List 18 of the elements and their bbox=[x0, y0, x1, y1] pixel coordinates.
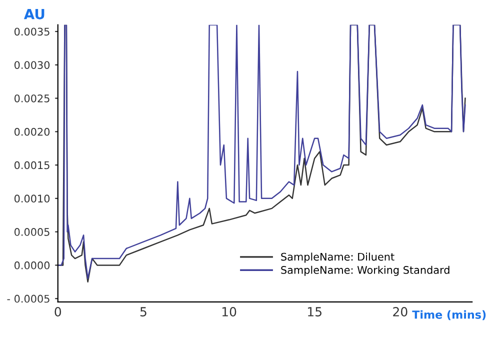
x-tick-label: 20 bbox=[393, 307, 408, 316]
y-axis-title: AU bbox=[24, 9, 44, 20]
y-tick-label: 0.0015 bbox=[14, 161, 50, 170]
legend-label: SampleName: Diluent bbox=[281, 252, 394, 263]
y-tick-label: - 0.0005 bbox=[7, 294, 50, 303]
y-tick-label: 0.0025 bbox=[14, 94, 50, 102]
y-tick-label: 0.0030 bbox=[14, 61, 50, 69]
y-tick-label: 0.0020 bbox=[14, 128, 50, 136]
x-tick-label: 10 bbox=[222, 307, 236, 316]
y-tick-label: 0.0005 bbox=[14, 228, 50, 236]
y-tick-label: 0.0010 bbox=[14, 194, 50, 203]
y-tick-label: 0.0035 bbox=[14, 28, 50, 36]
x-axis-title: Time (mins) bbox=[412, 310, 486, 320]
x-tick-label: 15 bbox=[308, 307, 322, 316]
x-tick-label: 0 bbox=[54, 307, 62, 316]
legend-label: SampleName: Working Standard bbox=[281, 266, 450, 276]
y-tick-label: 0.0000 bbox=[14, 261, 50, 270]
x-tick-label: 5 bbox=[140, 307, 146, 316]
